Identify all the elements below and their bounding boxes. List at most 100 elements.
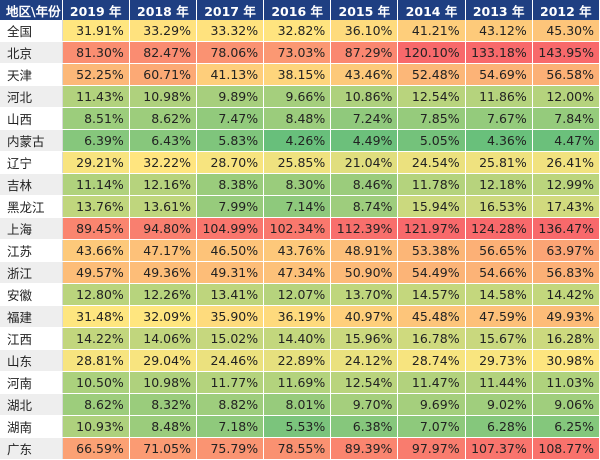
value-cell: 8.48% [129,415,197,438]
region-label: 河北 [0,85,63,108]
value-cell: 7.99% [196,195,265,218]
value-cell: 12.80% [62,283,130,306]
value-cell: 29.21% [62,151,130,174]
value-cell: 32.82% [263,20,332,42]
value-cell: 66.59% [62,437,130,460]
value-cell: 94.80% [129,217,197,240]
value-cell: 8.32% [129,393,197,416]
value-cell: 13.61% [129,195,197,218]
value-cell: 16.78% [397,327,466,350]
region-label: 山东 [0,349,63,372]
table-row: 广东 66.59% 71.05% 75.79% 78.55% 89.39% 97.97% 10… [0,437,600,460]
value-cell: 143.95% [532,41,600,64]
value-cell: 9.06% [532,393,600,416]
value-cell: 4.26% [263,129,332,152]
value-cell: 12.07% [263,283,332,306]
value-cell: 7.24% [330,107,399,130]
table-row: 山东 28.81% 29.04% 24.46% 22.89% 24.12% 28.74% 29… [0,349,600,372]
value-cell: 5.83% [196,129,265,152]
table-row: 吉林 11.14% 12.16% 8.38% 8.30% 8.46% 11.78% 12.18… [0,173,600,196]
table-row: 辽宁 29.21% 32.22% 28.70% 25.85% 21.04% 24.54% 25… [0,151,600,174]
value-cell: 17.43% [532,195,600,218]
value-cell: 60.71% [129,63,197,86]
year-header: 2015 年 [330,0,399,20]
value-cell: 12.54% [397,85,466,108]
value-cell: 28.81% [62,349,130,372]
value-cell: 11.69% [263,371,332,394]
value-cell: 78.55% [263,437,332,460]
region-label: 上海 [0,217,63,240]
value-cell: 13.70% [330,283,399,306]
value-cell: 9.02% [465,393,533,416]
value-cell: 9.70% [330,393,399,416]
region-label: 吉林 [0,173,63,196]
value-cell: 50.90% [330,261,399,284]
value-cell: 97.97% [397,437,466,460]
region-label: 浙江 [0,261,63,284]
value-cell: 54.66% [465,261,533,284]
year-header: 2019 年 [62,0,130,20]
value-cell: 31.48% [62,305,130,328]
value-cell: 8.82% [196,393,265,416]
value-cell: 24.12% [330,349,399,372]
value-cell: 29.73% [465,349,533,372]
value-cell: 10.93% [62,415,130,438]
value-cell: 26.41% [532,151,600,174]
table-row: 河北 11.43% 10.98% 9.89% 9.66% 10.86% 12.54% 11.8… [0,85,600,108]
value-cell: 49.36% [129,261,197,284]
table-body: 全国 31.91% 33.29% 33.32% 32.82% 36.10% 41.21% 43… [0,20,600,460]
value-cell: 11.78% [397,173,466,196]
value-cell: 10.98% [129,85,197,108]
value-cell: 12.99% [532,173,600,196]
table-row: 山西 8.51% 8.62% 7.47% 8.48% 7.24% 7.85% 7.67% 7.8… [0,107,600,130]
table-row: 湖南 10.93% 8.48% 7.18% 5.53% 6.38% 7.07% 6.28% 6.… [0,415,600,438]
value-cell: 41.21% [397,20,466,42]
value-cell: 15.67% [465,327,533,350]
value-cell: 36.19% [263,305,332,328]
value-cell: 13.41% [196,283,265,306]
value-cell: 43.66% [62,239,130,262]
table-row: 湖北 8.62% 8.32% 8.82% 8.01% 9.70% 9.69% 9.02% 9.0… [0,393,600,416]
value-cell: 11.86% [465,85,533,108]
value-cell: 14.06% [129,327,197,350]
value-cell: 7.84% [532,107,600,130]
value-cell: 47.59% [465,305,533,328]
value-cell: 32.22% [129,151,197,174]
value-cell: 43.46% [330,63,399,86]
region-label: 全国 [0,20,63,42]
table-row: 安徽 12.80% 12.26% 13.41% 12.07% 13.70% 14.57% 14… [0,283,600,306]
region-label: 广东 [0,437,63,460]
table-row: 浙江 49.57% 49.36% 49.31% 47.34% 50.90% 54.49% 54… [0,261,600,284]
value-cell: 81.30% [62,41,130,64]
value-cell: 38.15% [263,63,332,86]
region-label: 安徽 [0,283,63,306]
value-cell: 29.04% [129,349,197,372]
value-cell: 33.29% [129,20,197,42]
year-header: 2017 年 [196,0,265,20]
region-label: 辽宁 [0,151,63,174]
region-label: 山西 [0,107,63,130]
value-cell: 12.26% [129,283,197,306]
value-cell: 11.47% [397,371,466,394]
region-label: 天津 [0,63,63,86]
region-label: 黑龙江 [0,195,63,218]
region-label: 湖南 [0,415,63,438]
value-cell: 89.45% [62,217,130,240]
value-cell: 9.69% [397,393,466,416]
value-cell: 11.44% [465,371,533,394]
value-cell: 5.05% [397,129,466,152]
region-label: 内蒙古 [0,129,63,152]
value-cell: 31.91% [62,20,130,42]
value-cell: 63.97% [532,239,600,262]
value-cell: 48.91% [330,239,399,262]
value-cell: 8.30% [263,173,332,196]
value-cell: 82.47% [129,41,197,64]
year-header: 2018 年 [129,0,197,20]
value-cell: 28.70% [196,151,265,174]
value-cell: 4.36% [465,129,533,152]
value-cell: 7.07% [397,415,466,438]
year-header: 2013 年 [465,0,533,20]
table-row: 江苏 43.66% 47.17% 46.50% 43.76% 48.91% 53.38% 56… [0,239,600,262]
value-cell: 71.05% [129,437,197,460]
